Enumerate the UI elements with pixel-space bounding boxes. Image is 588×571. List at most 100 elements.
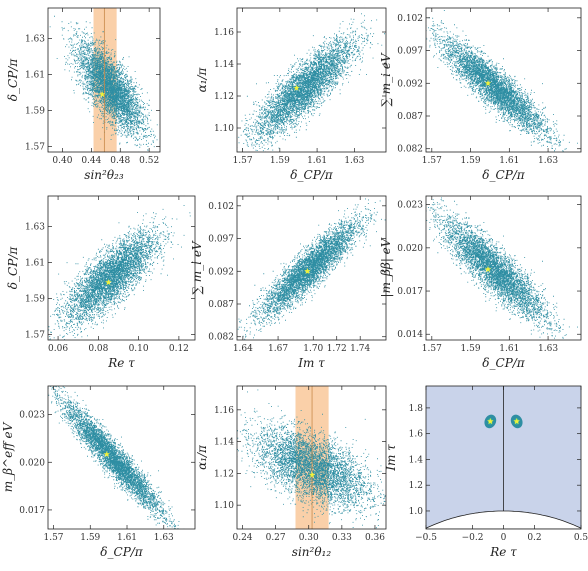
y-tick-label: 1.59 <box>25 107 45 117</box>
x-tick-label: 1.57 <box>422 344 442 354</box>
panel-p3: 1.57 1.59 1.61 1.63 0.082 0.087 0.092 0.097 0.10… <box>397 7 582 166</box>
x-tick-label: 0.24 <box>232 533 252 543</box>
x-tick-label: 1.74 <box>350 344 370 354</box>
plot-frame <box>236 195 387 341</box>
x-axis-label: δ_CP/π <box>482 168 526 182</box>
x-axis-label: Re τ <box>107 356 135 370</box>
panel-p2: 1.57 1.59 1.61 1.63 1.10 1.12 1.14 1.16 <box>214 7 387 166</box>
scatter-points <box>426 196 578 339</box>
y-tick-label: 0.082 <box>397 145 423 155</box>
best-fit-star <box>308 471 316 478</box>
scatter-points <box>237 389 386 529</box>
x-tick-label: 1.59 <box>270 156 290 166</box>
plot-frame <box>236 7 387 153</box>
y-tick-label: 1.6 <box>409 430 424 440</box>
x-tick-label: 1.59 <box>461 156 481 166</box>
y-tick-label: 1.16 <box>214 28 234 38</box>
scatter-points <box>237 198 386 340</box>
x-tick-label: 0.30 <box>299 533 319 543</box>
y-axis-label: ∑ m_i eV <box>190 240 204 295</box>
best-fit-star <box>487 418 494 425</box>
plot-area <box>237 198 386 340</box>
x-axis-label: δ_CP/π <box>290 168 334 182</box>
plot-frame <box>425 195 582 341</box>
y-axis-label: δ_CP/π <box>6 58 20 102</box>
x-tick-label: 1.67 <box>268 344 288 354</box>
y-tick-label: 1.57 <box>25 331 45 341</box>
plot-frame <box>47 195 196 341</box>
y-tick-label: 0.087 <box>397 112 423 122</box>
x-tick-label: 0.48 <box>110 156 130 166</box>
y-tick-label: 0.020 <box>397 244 423 254</box>
plot-area <box>237 386 386 529</box>
x-tick-label: 1.61 <box>499 344 519 354</box>
x-tick-label: 0.44 <box>81 156 101 166</box>
x-axis-label: Im τ <box>297 356 325 370</box>
best-fit-star <box>105 279 112 286</box>
plot-frame <box>425 7 582 153</box>
y-tick-label: 1.16 <box>214 406 234 416</box>
x-tick-label: 1.57 <box>233 156 253 166</box>
scatter-points <box>237 13 385 152</box>
x-tick-label: 1.63 <box>538 156 558 166</box>
x-axis-label: Re τ <box>489 545 517 559</box>
plot-area <box>426 10 578 152</box>
y-tick-label: 1.0 <box>409 507 424 517</box>
plot-frame <box>236 385 387 530</box>
x-tick-label: 0.2 <box>527 533 541 543</box>
panel-p4: 0.06 0.08 0.10 0.12 1.57 1.59 1.61 1.63 <box>25 195 196 354</box>
x-tick-label: 0.40 <box>52 156 72 166</box>
y-tick-label: 1.2 <box>409 481 423 491</box>
scatter-points <box>49 15 160 152</box>
y-tick-label: 0.097 <box>397 47 423 57</box>
x-tick-label: 1.61 <box>307 156 327 166</box>
y-axis-label: α₁/π <box>195 66 209 92</box>
y-axis-label: δ_CP/π <box>6 246 20 290</box>
y-axis-label: m_β^eff eV <box>1 421 15 492</box>
y-tick-label: 1.57 <box>25 143 45 153</box>
unit-circle-boundary <box>426 510 581 529</box>
x-tick-label: 1.59 <box>80 533 100 543</box>
plot-area <box>49 8 160 152</box>
x-tick-label: 1.72 <box>327 344 347 354</box>
y-tick-label: 0.014 <box>397 330 423 340</box>
x-tick-label: 0.10 <box>129 344 149 354</box>
x-tick-label: 0.08 <box>88 344 108 354</box>
y-tick-label: 1.61 <box>25 259 45 269</box>
x-tick-label: 1.61 <box>499 156 519 166</box>
plot-area <box>237 13 385 152</box>
y-tick-label: 0.092 <box>208 267 234 277</box>
y-tick-label: 1.63 <box>25 223 45 233</box>
y-tick-label: 1.59 <box>25 295 45 305</box>
y-tick-label: 0.082 <box>208 333 234 343</box>
x-tick-label: 0 <box>501 533 507 543</box>
scatter-points <box>48 386 185 529</box>
best-fit-star <box>99 91 106 98</box>
x-tick-label: 1.63 <box>154 533 174 543</box>
best-fit-star <box>293 84 300 91</box>
plot-area <box>426 196 578 339</box>
panel-p8: 0.24 0.27 0.30 0.33 0.36 1.10 1.12 1.14 1.16 <box>214 385 387 543</box>
y-axis-label: ∑ m_i eV <box>379 52 393 107</box>
x-tick-label: −0.2 <box>462 533 484 543</box>
plot-frame <box>47 385 196 530</box>
x-tick-label: 1.63 <box>538 344 558 354</box>
best-fit-star <box>304 267 311 274</box>
plot-area <box>48 205 191 340</box>
x-tick-label: 0.06 <box>48 344 68 354</box>
y-tick-label: 0.017 <box>397 287 423 297</box>
x-tick-label: 0.12 <box>169 344 189 354</box>
y-tick-label: 1.14 <box>214 438 234 448</box>
x-tick-label: −0.5 <box>415 533 437 543</box>
plot-area <box>48 386 185 529</box>
y-tick-label: 0.102 <box>208 202 234 212</box>
y-tick-label: 1.10 <box>214 501 234 511</box>
plot-frame <box>47 7 161 153</box>
y-tick-label: 1.8 <box>409 404 424 414</box>
y-tick-label: 1.61 <box>25 71 45 81</box>
best-fit-star <box>513 418 520 425</box>
x-tick-label: 1.64 <box>233 344 253 354</box>
x-tick-label: 0.27 <box>266 533 286 543</box>
y-tick-label: 0.023 <box>19 411 45 421</box>
